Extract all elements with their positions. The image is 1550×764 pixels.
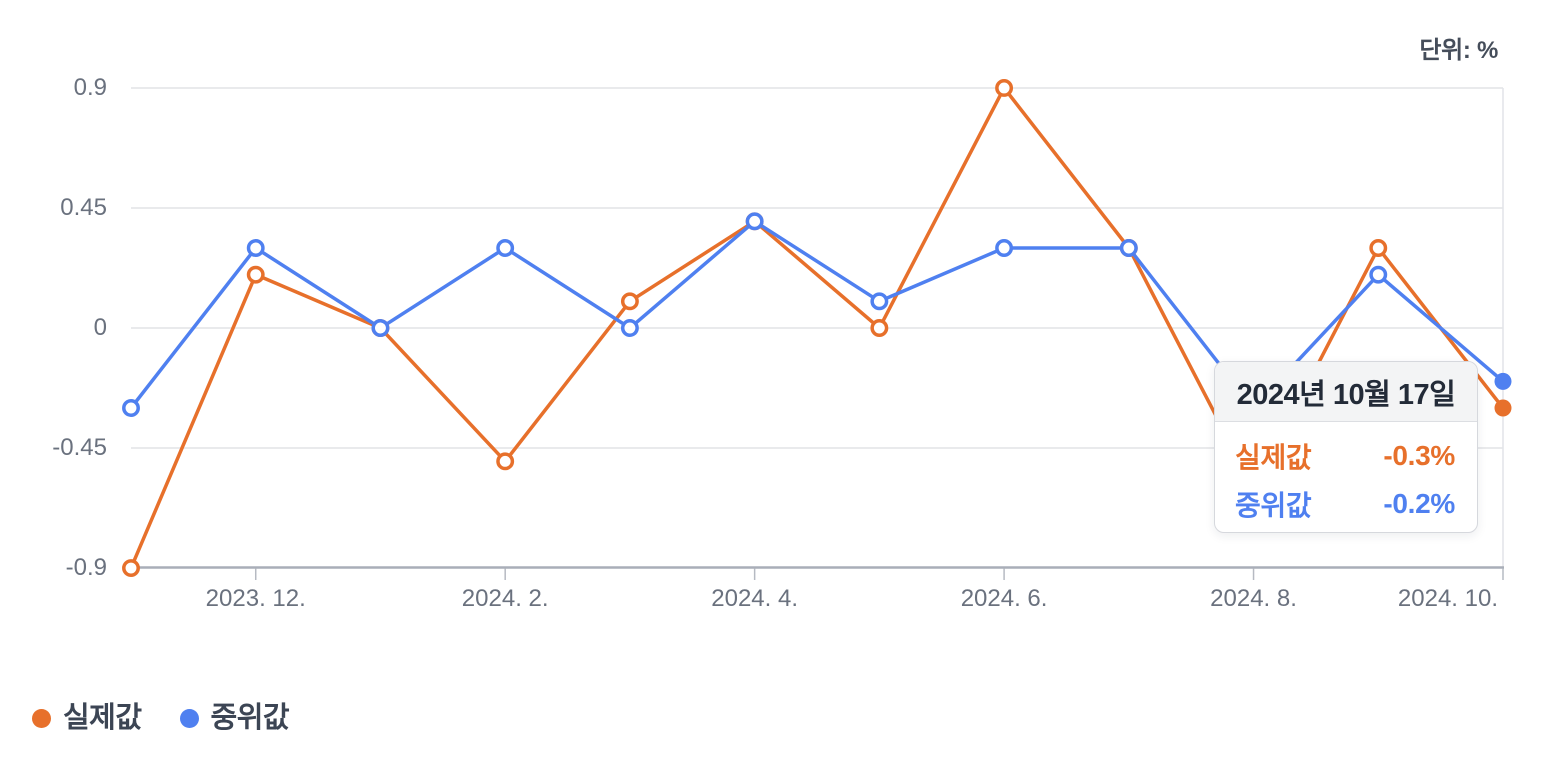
data-point[interactable] xyxy=(870,319,889,337)
tooltip-series-name: 실제값 xyxy=(1235,442,1312,473)
tooltip-series-name: 중위값 xyxy=(1235,490,1312,521)
data-point[interactable] xyxy=(1369,265,1388,284)
data-point[interactable] xyxy=(1119,239,1138,257)
tooltip: 2024년 10월 17일 실제값 -0.3% 중위값 -0.2% xyxy=(1214,361,1478,533)
legend: 실제값 중위값 xyxy=(32,701,290,735)
legend-label: 실제값 xyxy=(63,702,142,734)
data-point[interactable] xyxy=(995,239,1014,257)
tooltip-body: 실제값 -0.3% 중위값 -0.2% xyxy=(1215,422,1477,528)
data-point[interactable] xyxy=(870,292,889,311)
data-point[interactable] xyxy=(620,292,639,311)
legend-item-median[interactable]: 중위값 xyxy=(179,701,290,735)
data-point[interactable] xyxy=(620,319,639,337)
legend-label: 중위값 xyxy=(210,702,290,734)
unit-label: 단위: % xyxy=(1419,37,1498,64)
data-point[interactable] xyxy=(496,239,515,257)
data-point-highlight[interactable] xyxy=(1494,372,1512,390)
tooltip-series-value: -0.3% xyxy=(1383,440,1455,471)
data-point[interactable] xyxy=(246,239,265,257)
tooltip-title: 2024년 10월 17일 xyxy=(1215,362,1477,422)
data-point[interactable] xyxy=(122,559,140,577)
legend-marker-icon xyxy=(179,708,199,728)
legend-item-actual[interactable]: 실제값 xyxy=(32,701,142,735)
data-point[interactable] xyxy=(1369,239,1388,257)
data-point[interactable] xyxy=(745,212,764,231)
data-point-highlight[interactable] xyxy=(1494,399,1512,417)
legend-marker-icon xyxy=(32,708,51,728)
tooltip-row-median: 중위값 -0.2% xyxy=(1235,480,1455,528)
data-point[interactable] xyxy=(371,319,390,337)
data-point[interactable] xyxy=(995,79,1014,97)
data-point[interactable] xyxy=(122,399,140,417)
tooltip-series-value: -0.2% xyxy=(1383,488,1455,519)
tooltip-row-actual: 실제값 -0.3% xyxy=(1235,432,1455,480)
data-point[interactable] xyxy=(246,265,265,284)
data-point[interactable] xyxy=(496,452,515,471)
